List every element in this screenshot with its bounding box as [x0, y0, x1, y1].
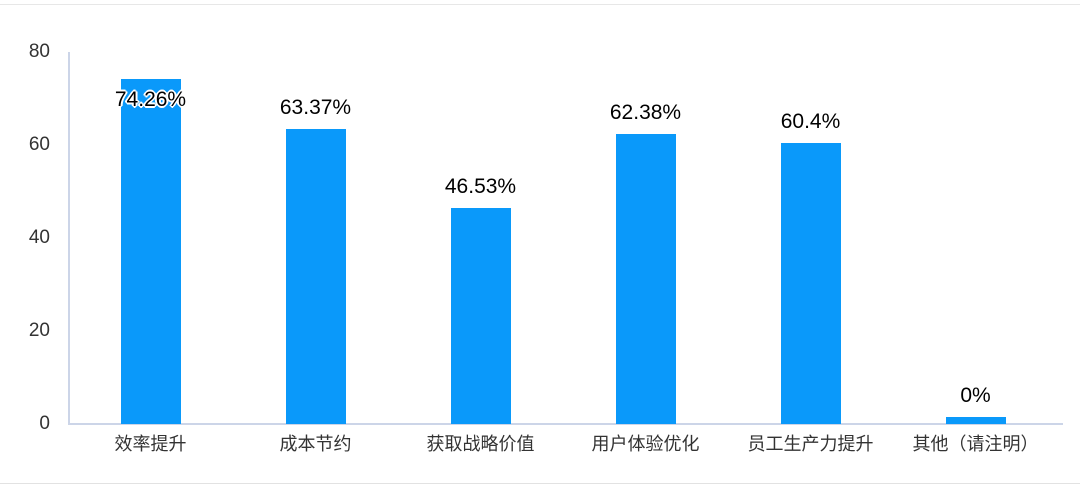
y-tick-label: 80	[28, 41, 50, 62]
bar	[285, 129, 346, 424]
x-category-label: 获取战略价值	[426, 434, 535, 454]
bar-value-label: 62.38%	[609, 100, 682, 124]
x-category-label: 其他（请注明）	[912, 434, 1039, 454]
bar-value-label: 74.26%	[114, 87, 187, 111]
bar	[780, 143, 841, 424]
bar-value-label: 60.4%	[780, 110, 841, 134]
card-bottom-border	[0, 483, 1080, 484]
bar-value-label: 46.53%	[444, 174, 517, 198]
x-category-label: 用户体验优化	[591, 434, 700, 454]
x-category-label: 效率提升	[114, 434, 187, 454]
bar	[120, 78, 181, 424]
y-tick-label: 20	[28, 320, 50, 341]
bar	[615, 133, 676, 424]
y-tick-label: 60	[28, 134, 50, 155]
x-axis-line	[68, 423, 1063, 425]
bar	[450, 207, 511, 424]
y-tick-label: 40	[28, 227, 50, 248]
card-top-border	[0, 4, 1080, 5]
bar-value-label: 0%	[960, 384, 991, 407]
bar-value-label: 63.37%	[279, 96, 352, 120]
y-axis-line	[68, 52, 70, 424]
bar	[945, 417, 1006, 424]
y-tick-label: 0	[39, 413, 50, 434]
x-category-label: 员工生产力提升	[747, 434, 874, 454]
x-category-label: 成本节约	[279, 434, 352, 454]
